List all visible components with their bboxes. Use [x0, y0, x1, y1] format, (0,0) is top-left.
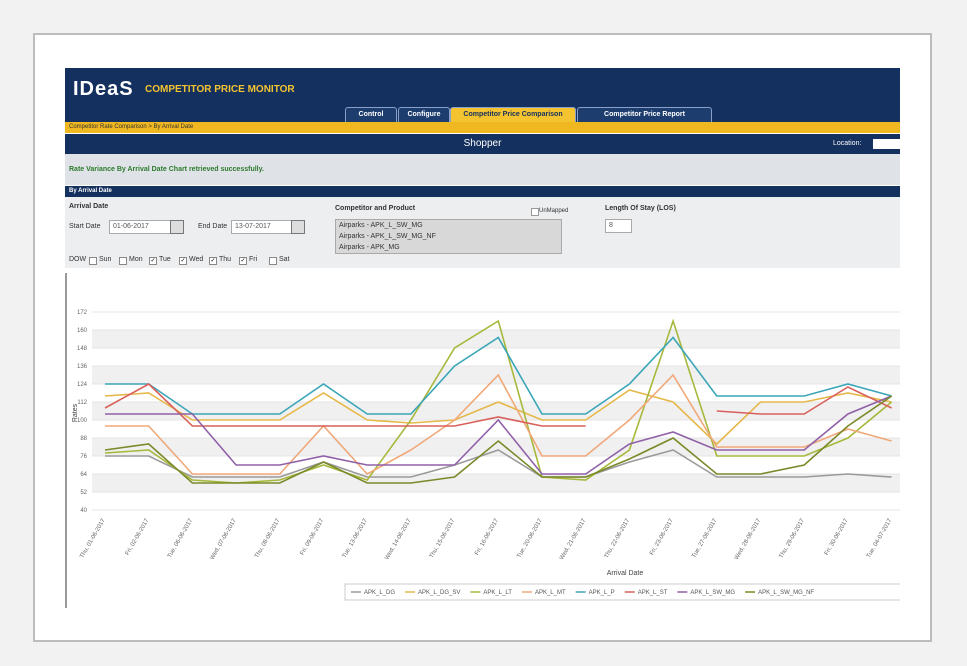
x-tick-label: Thu, 08-06-2017	[254, 517, 282, 559]
dow-checkbox[interactable]	[119, 257, 127, 265]
x-tick-label: Wed, 21-06-2017	[559, 517, 588, 561]
x-tick-label: Thu, 22-06-2017	[604, 517, 632, 559]
x-tick-label: Fri, 02-06-2017	[125, 517, 151, 556]
x-tick-label: Fri, 09-06-2017	[300, 517, 326, 556]
legend-label: APK_L_DG_SV	[418, 590, 460, 596]
unmapped-checkbox[interactable]	[531, 208, 539, 216]
dow-label: Thu	[219, 256, 232, 263]
x-tick-label: Fri, 23-06-2017	[649, 517, 675, 556]
x-tick-label: Wed, 28-06-2017	[734, 517, 763, 561]
dow-label: Fri	[249, 256, 258, 263]
competitor-list[interactable]: Airparks - APK_L_SW_MG Airparks - APK_L_S…	[335, 219, 562, 254]
series-line	[105, 373, 892, 476]
legend-label: APK_L_DG	[364, 590, 395, 596]
start-date-label: Start Date	[69, 223, 101, 230]
x-tick-label: Tue, 20-06-2017	[516, 517, 544, 559]
y-tick-label: 148	[77, 346, 88, 352]
status-message: Rate Variance By Arrival Date Chart retr…	[69, 166, 264, 173]
competitor-option[interactable]: Airparks - APK_L_SW_MG	[339, 222, 423, 229]
calendar-icon[interactable]	[291, 220, 305, 234]
x-tick-label: Wed, 07-06-2017	[210, 517, 239, 561]
competitor-label: Competitor and Product	[335, 205, 416, 212]
calendar-icon[interactable]	[170, 220, 184, 234]
legend-label: APK_L_ST	[638, 590, 668, 596]
x-tick-label: Tue, 06-06-2017	[167, 517, 195, 559]
x-tick-label: Thu, 15-06-2017	[429, 517, 457, 559]
competitor-option[interactable]: Airparks - APK_MG	[339, 244, 400, 251]
end-date-input[interactable]: 13-07-2017	[231, 220, 292, 234]
series-line	[104, 389, 892, 446]
competitor-option[interactable]: Airparks - APK_L_SW_MG_NF	[339, 233, 436, 240]
x-tick-label: Tue, 27-06-2017	[691, 517, 719, 559]
legend-label: APK_L_P	[589, 590, 615, 596]
grid-band	[92, 474, 900, 492]
grid-band	[92, 366, 900, 384]
app-title: COMPETITOR PRICE MONITOR	[145, 84, 295, 95]
y-tick-label: 88	[80, 436, 87, 442]
start-date-input[interactable]: 01-06-2017	[109, 220, 172, 234]
legend-label: APK_L_MT	[535, 590, 566, 596]
x-tick-label: Tue, 13-06-2017	[342, 517, 370, 559]
legend-label: APK_L_SW_MG_NF	[758, 590, 814, 596]
nav-tab[interactable]: Control	[345, 107, 397, 122]
section-header: By Arrival Date	[65, 186, 900, 197]
dow-label: Sat	[279, 256, 290, 263]
y-tick-label: 52	[80, 490, 87, 496]
legend-label: APK_L_LT	[483, 590, 512, 596]
location-select[interactable]	[873, 139, 900, 149]
series-line	[105, 395, 892, 475]
dow-label: Tue	[159, 256, 171, 263]
y-tick-label: 64	[80, 472, 87, 478]
los-select[interactable]: 8	[605, 219, 632, 233]
y-tick-label: 172	[77, 310, 88, 316]
x-axis-title: Arrival Date	[607, 570, 644, 577]
x-tick-label: Fri, 30-06-2017	[824, 517, 850, 556]
series-line	[104, 383, 892, 427]
series-line	[105, 449, 892, 478]
dow-checkbox[interactable]: ✓	[179, 257, 187, 265]
breadcrumb: Competitor Rate Comparison > By Arrival …	[65, 122, 900, 133]
page-title: Shopper	[463, 138, 502, 149]
series-line	[104, 395, 893, 484]
y-tick-label: 40	[80, 508, 87, 514]
arrival-date-label: Arrival Date	[69, 203, 109, 210]
y-tick-label: 112	[77, 400, 87, 406]
app-window: IDeaS COMPETITOR PRICE MONITOR Competito…	[65, 68, 900, 608]
logo: IDeaS	[73, 78, 134, 100]
y-tick-label: 160	[77, 328, 88, 334]
message-area	[65, 154, 900, 185]
x-tick-label: Thu, 01-06-2017	[79, 517, 107, 559]
unmapped-label: UnMapped	[539, 208, 569, 214]
series-line	[105, 336, 892, 415]
dow-label: Sun	[99, 256, 112, 263]
x-tick-label: Fri, 16-06-2017	[474, 517, 500, 556]
y-tick-label: 76	[80, 454, 87, 460]
nav-tab[interactable]: Competitor Price Report	[577, 107, 712, 122]
y-tick-label: 136	[77, 364, 88, 370]
chart: 40 52 64 76 88 100 112 124 136 148 160 172 Rates Thu,…	[65, 273, 900, 608]
end-date-label: End Date	[198, 223, 228, 230]
dow-checkbox[interactable]	[269, 257, 277, 265]
legend-box	[344, 583, 900, 601]
dow-label: Wed	[189, 256, 204, 263]
nav-tab[interactable]: Competitor Price Comparison	[450, 107, 576, 122]
dow-checkbox[interactable]	[89, 257, 97, 265]
legend-label: APK_L_SW_MG	[690, 590, 735, 596]
dow-label: Mon	[129, 256, 143, 263]
dow-checkbox[interactable]: ✓	[149, 257, 157, 265]
dow-label: DOW	[69, 256, 87, 263]
dow-checkbox[interactable]: ✓	[239, 257, 247, 265]
title-bar	[65, 134, 900, 154]
x-tick-label: Tue, 04-07-2017	[866, 517, 894, 559]
nav-tab[interactable]: Configure	[398, 107, 450, 122]
x-tick-label: Wed, 14-06-2017	[384, 517, 413, 561]
dow-checkbox[interactable]: ✓	[209, 257, 217, 265]
los-label: Length Of Stay (LOS)	[605, 205, 676, 212]
x-tick-label: Thu, 29-06-2017	[779, 517, 807, 559]
y-axis-title: Rates	[72, 403, 79, 422]
location-label: Location:	[833, 140, 862, 147]
y-tick-label: 124	[77, 382, 88, 388]
y-tick-label: 100	[77, 418, 88, 424]
